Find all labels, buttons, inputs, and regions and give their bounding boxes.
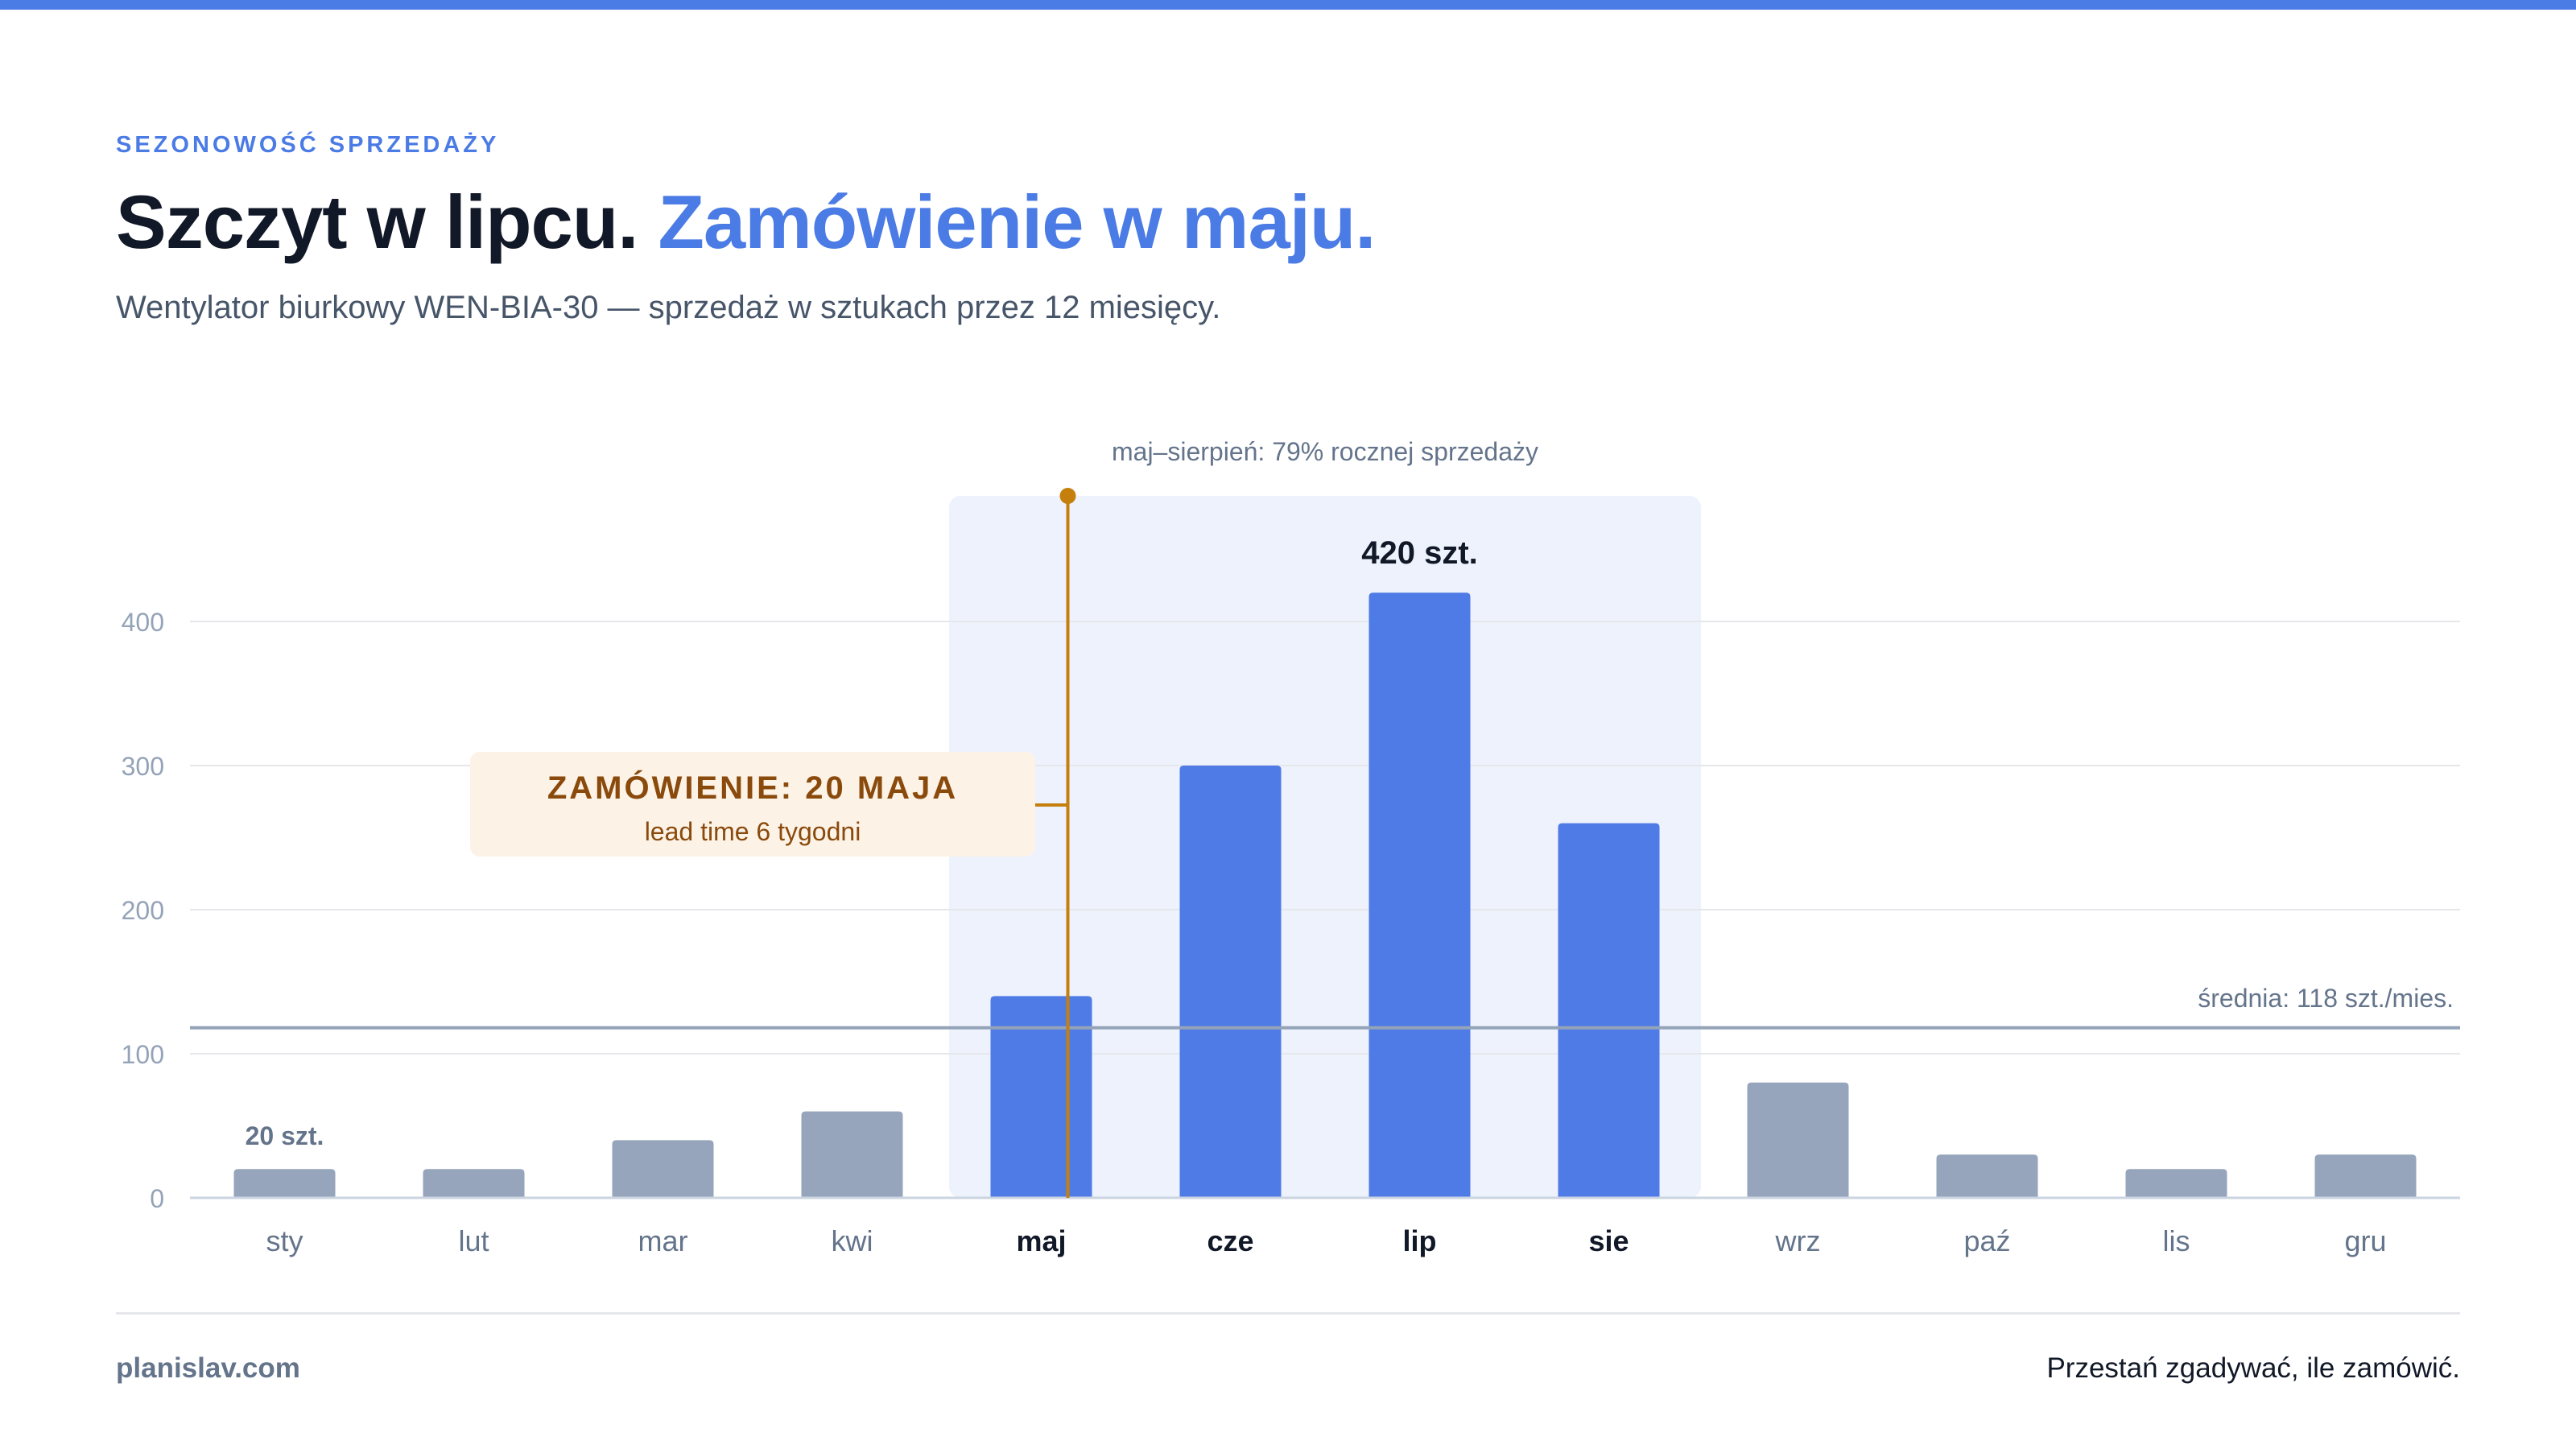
x-tick-label-maj: maj bbox=[1016, 1224, 1066, 1257]
top-accent-bar bbox=[0, 0, 2576, 10]
bar-wrz bbox=[1747, 1082, 1849, 1198]
x-tick-label-cze: cze bbox=[1207, 1224, 1253, 1257]
order-marker-dot bbox=[1059, 488, 1076, 504]
bar-lip bbox=[1368, 592, 1471, 1198]
y-tick-label-400: 400 bbox=[122, 608, 164, 637]
bar-gru bbox=[2314, 1154, 2417, 1198]
x-tick-label-lis: lis bbox=[2163, 1224, 2190, 1257]
x-tick-label-gru: gru bbox=[2344, 1224, 2386, 1257]
x-tick-label-lip: lip bbox=[1403, 1224, 1437, 1257]
bar-lis bbox=[2125, 1169, 2227, 1198]
order-callout-title: ZAMÓWIENIE: 20 MAJA bbox=[547, 769, 958, 806]
bar-cze bbox=[1179, 766, 1282, 1198]
x-tick-label-wrz: wrz bbox=[1775, 1224, 1821, 1257]
data-label-lip: 420 szt. bbox=[1361, 535, 1478, 571]
bar-lut bbox=[423, 1169, 525, 1198]
order-callout-box bbox=[470, 752, 1035, 857]
x-tick-label-lut: lut bbox=[458, 1224, 489, 1257]
footer-brand: planislav.com bbox=[116, 1352, 300, 1384]
x-tick-label-kwi: kwi bbox=[832, 1224, 873, 1257]
x-tick-label-sie: sie bbox=[1588, 1224, 1629, 1257]
page-title: Szczyt w lipcu. Zamówienie w maju. bbox=[116, 179, 1377, 266]
data-label-sty: 20 szt. bbox=[246, 1121, 324, 1150]
highlight-band bbox=[949, 496, 1701, 1198]
bar-kwi bbox=[801, 1111, 903, 1198]
bar-paź bbox=[1936, 1154, 2038, 1198]
y-tick-label-100: 100 bbox=[122, 1040, 164, 1069]
x-tick-label-paź: paź bbox=[1963, 1224, 2010, 1257]
highlight-range-label: maj–sierpień: 79% rocznej sprzedaży bbox=[1112, 437, 1538, 466]
y-tick-label-0: 0 bbox=[150, 1184, 164, 1213]
order-callout-subtitle: lead time 6 tygodni bbox=[645, 817, 861, 846]
bar-mar bbox=[612, 1140, 714, 1198]
x-tick-label-sty: sty bbox=[266, 1224, 303, 1257]
bar-sty bbox=[233, 1169, 336, 1198]
x-tick-label-mar: mar bbox=[638, 1224, 688, 1257]
title-part-2: Zamówienie w maju. bbox=[658, 180, 1377, 264]
footer-tagline: Przestań zgadywać, ile zamówić. bbox=[2046, 1352, 2460, 1384]
y-tick-label-300: 300 bbox=[122, 752, 164, 781]
y-tick-label-200: 200 bbox=[122, 896, 164, 925]
average-label: średnia: 118 szt./mies. bbox=[2198, 984, 2454, 1013]
eyebrow-label: SEZONOWOŚĆ SPRZEDAŻY bbox=[116, 132, 500, 158]
bar-sie bbox=[1558, 823, 1660, 1198]
footer-divider bbox=[116, 1312, 2460, 1315]
page-subtitle: Wentylator biurkowy WEN-BIA-30 — sprzeda… bbox=[116, 290, 1221, 325]
title-part-1: Szczyt w lipcu. bbox=[116, 180, 638, 264]
